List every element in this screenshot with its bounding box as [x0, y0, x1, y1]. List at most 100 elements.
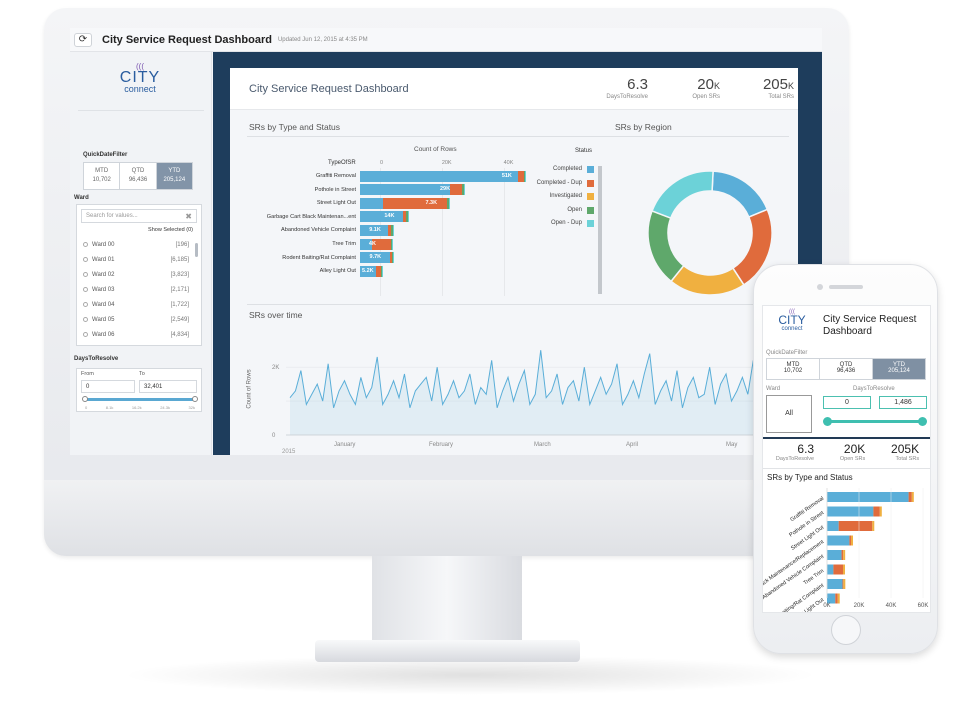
legend-label: Completed - Dup: [536, 179, 582, 186]
bar-row[interactable]: Pothole in Street 29K: [250, 184, 465, 196]
x-tick-label: February: [429, 442, 453, 448]
refresh-icon[interactable]: ⟳: [74, 32, 92, 47]
phone-bar-segment: [827, 521, 839, 531]
phone-range-slider[interactable]: [823, 417, 927, 426]
bar-segment-open-dup: [463, 184, 465, 196]
city-connect-logo: ((( CITY connect: [773, 309, 811, 332]
camera-icon: [817, 284, 823, 290]
ward-filter: Search for values... ✖ Show Selected (0)…: [76, 204, 202, 346]
qdf-ytd[interactable]: YTD 205,124: [156, 163, 192, 189]
ward-list-item[interactable]: Ward 04 [1,722]: [77, 297, 201, 312]
divider: [247, 136, 789, 137]
qdf-mtd[interactable]: MTD 10,702: [84, 163, 121, 189]
bar-segment-completed-dup: [382, 197, 448, 209]
bar-segment-completed-dup: [388, 224, 392, 236]
bar-row[interactable]: Tree Trim 4K: [250, 238, 394, 250]
phone-x-tick-label: 20K: [854, 603, 865, 609]
bar-category-label: Street Light Out: [316, 200, 356, 207]
radio-icon[interactable]: [83, 272, 88, 277]
phone-qdf-qtd[interactable]: QTD 96,436: [820, 359, 873, 379]
bar-category-label: Graffiti Removal: [316, 173, 356, 179]
phone-bar-segment: [827, 535, 850, 546]
phone-ward-select[interactable]: All: [766, 395, 812, 433]
radio-icon[interactable]: [83, 317, 88, 322]
kpi-label: DaysToResolve: [775, 456, 815, 462]
ward-list-item[interactable]: Ward 06 [4,834]: [77, 327, 201, 342]
kpi-days-to-resolve: 6.3 DaysToResolve: [606, 76, 648, 100]
radio-icon[interactable]: [83, 257, 88, 262]
speaker-icon: [829, 285, 863, 289]
bar-segment-open-dup: [392, 224, 394, 236]
ward-list-item[interactable]: Ward 05 [2,549]: [77, 312, 201, 327]
slider-handle-min[interactable]: [82, 396, 88, 402]
phone-frame: ((( CITY connect City Service Request Da…: [753, 264, 938, 654]
kpi-label: Open SRs: [692, 94, 720, 100]
bar-row[interactable]: Abandoned Vehicle Complaint 9.1K: [250, 224, 394, 236]
radio-icon[interactable]: [83, 242, 88, 247]
updated-timestamp: Updated Jun 12, 2015 at 4:35 PM: [277, 36, 368, 43]
home-button[interactable]: [831, 615, 861, 645]
bar-row[interactable]: Garbage Cart Black Maintenan...ent 14K: [250, 211, 409, 223]
dashboard-title: City Service Request Dashboard: [249, 83, 409, 95]
bar-row[interactable]: Graffiti Removal 51K: [250, 170, 527, 182]
x-tick-label: 0: [380, 160, 384, 166]
to-input[interactable]: 32,401: [139, 380, 197, 393]
phone-to-input[interactable]: 1,486: [879, 396, 927, 409]
bar-segment-open-dup: [382, 265, 384, 277]
donut-slice-open-dup: [651, 170, 714, 220]
phone-bar-segment: [872, 521, 875, 531]
logo-connect: connect: [124, 84, 156, 94]
ward-count: [6,185]: [170, 256, 189, 263]
y-tick-label: 0: [272, 433, 276, 439]
kpi-value: 205: [762, 76, 788, 93]
kpi-label: Open SRs: [839, 456, 866, 462]
bar-segment-completed-dup: [376, 265, 381, 277]
slider-handle-min[interactable]: [823, 417, 832, 426]
show-selected-link[interactable]: Show Selected (0): [148, 227, 193, 233]
range-slider[interactable]: [82, 396, 198, 402]
ward-list-item[interactable]: Ward 00 [196]: [77, 237, 201, 252]
ward-list-item[interactable]: Ward 02 [3,823]: [77, 267, 201, 282]
bar-category-label: Abandoned Vehicle Complaint: [281, 227, 356, 234]
bar-segment-completed: [360, 252, 390, 264]
phone-bar-segment: [879, 506, 882, 517]
phone-bar-segment: [849, 535, 851, 546]
phone-qdf-mtd[interactable]: MTD 10,702: [767, 359, 820, 379]
slider-handle-max[interactable]: [192, 396, 198, 402]
phone-bar-segment: [843, 550, 846, 560]
kpi-value: 20: [697, 76, 714, 93]
radio-icon[interactable]: [83, 287, 88, 292]
radio-icon[interactable]: [83, 302, 88, 307]
from-input[interactable]: 0: [81, 380, 135, 393]
region-donut-chart: [647, 170, 773, 296]
qdf-qtd[interactable]: QTD 96,436: [120, 163, 157, 189]
ward-name: Ward 05: [92, 316, 115, 323]
bar-value-label: 5.2K: [362, 267, 374, 274]
bar-segment-completed: [360, 224, 389, 236]
logo-city: CITY: [119, 69, 161, 86]
scrollbar[interactable]: [195, 243, 198, 257]
logo-arc: (((: [136, 62, 144, 71]
filter-sidebar: ((( CITY connect QuickDateFilter MTD 10,7…: [70, 52, 212, 455]
radio-icon[interactable]: [83, 332, 88, 337]
ward-count: [2,171]: [170, 286, 189, 293]
phone-bar-segment: [851, 535, 853, 546]
legend-swatch: [587, 179, 594, 187]
from-label: From: [81, 371, 94, 377]
bar-segment-open: [406, 211, 408, 223]
ward-list-item[interactable]: Ward 03 [2,171]: [77, 282, 201, 297]
to-label: To: [139, 371, 145, 377]
dashboard-header: City Service Request Dashboard 6.3 DaysT…: [230, 68, 798, 110]
close-icon[interactable]: ✖: [185, 212, 192, 221]
phone-from-input[interactable]: 0: [823, 396, 871, 409]
bar-row[interactable]: Rodent Baiting/Rat Complaint 9.7K: [250, 252, 394, 264]
ward-list-item[interactable]: Ward 01 [6,185]: [77, 252, 201, 267]
bar-row[interactable]: Street Light Out 7.3K: [250, 197, 450, 209]
ward-search-input[interactable]: Search for values... ✖: [81, 209, 197, 223]
phone-qdf-ytd[interactable]: YTD 205,124: [873, 359, 925, 379]
gridline: [441, 168, 443, 296]
scrollbar[interactable]: [598, 166, 602, 294]
app-title: City Service Request Dashboard: [102, 33, 272, 46]
slider-handle-max[interactable]: [918, 417, 927, 426]
bar-row[interactable]: Alley Light Out 5.2K: [250, 265, 384, 277]
